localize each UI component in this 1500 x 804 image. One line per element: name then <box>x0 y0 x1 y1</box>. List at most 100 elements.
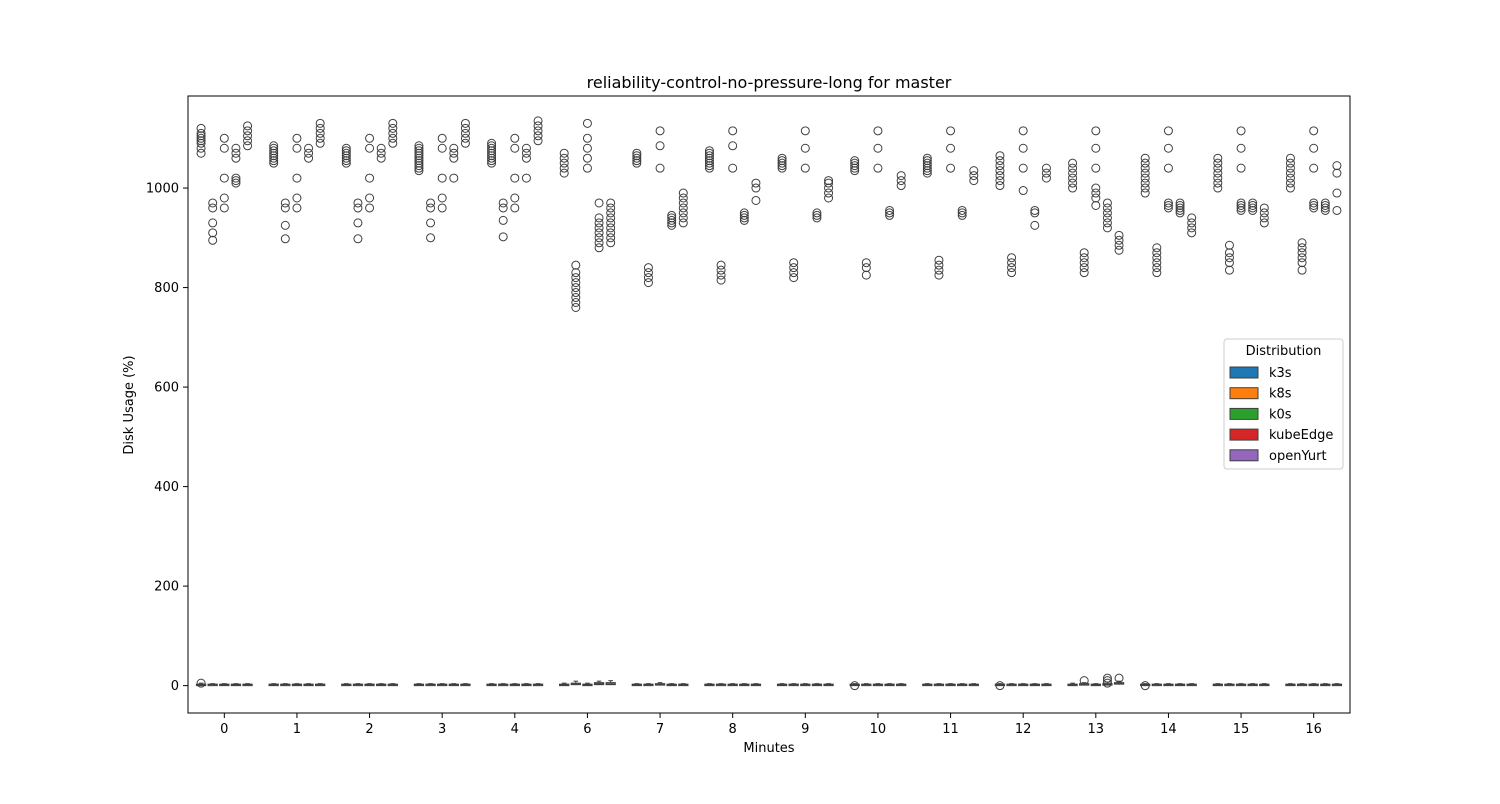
axes-frame <box>187 95 1351 714</box>
outlier-point <box>946 163 956 173</box>
y-axis: 0 200 400 600 800 1000 <box>146 182 188 694</box>
outlier-point <box>1332 161 1342 171</box>
outlier-point <box>1091 188 1101 198</box>
outlier-point <box>1236 126 1246 136</box>
outlier-point <box>414 156 424 166</box>
outlier-point <box>1213 168 1223 178</box>
outlier-point <box>861 258 871 268</box>
outlier-point <box>606 203 616 213</box>
outlier-point <box>341 146 351 156</box>
outlier-point <box>1236 198 1246 208</box>
outlier-point <box>1152 253 1162 263</box>
outlier-point <box>487 156 497 166</box>
outlier-point <box>1224 253 1234 263</box>
outlier-point <box>594 198 604 208</box>
outlier-point <box>269 146 279 156</box>
outlier-point <box>1213 178 1223 188</box>
outlier-point <box>219 193 229 203</box>
outlier-point <box>1236 200 1246 210</box>
outlier-point <box>196 133 206 143</box>
outlier-point <box>850 166 860 176</box>
outlier-point <box>704 148 714 158</box>
outlier-point <box>1309 163 1319 173</box>
outlier-point <box>643 263 653 273</box>
outlier-point <box>922 158 932 168</box>
outlier-point <box>1163 143 1173 153</box>
outlier-point <box>269 151 279 161</box>
outlier-point <box>571 273 581 283</box>
outlier-point <box>510 173 520 183</box>
outlier-point <box>559 163 569 173</box>
outlier-point <box>437 193 447 203</box>
outlier-point <box>498 198 508 208</box>
y-tick-label: 1000 <box>146 182 179 197</box>
outlier-point <box>1309 143 1319 153</box>
outlier-point <box>487 138 497 148</box>
y-tick-label: 600 <box>154 381 179 396</box>
outlier-point <box>1213 163 1223 173</box>
outlier-point <box>957 205 967 215</box>
outlier-point <box>969 176 979 186</box>
outlier-point <box>582 163 592 173</box>
outlier-point <box>1309 200 1319 210</box>
outlier-point <box>1068 163 1078 173</box>
outlier-point <box>1041 168 1051 178</box>
outlier-point <box>632 158 642 168</box>
outlier-point <box>1236 203 1246 213</box>
outlier-point <box>1140 158 1150 168</box>
outlier-point <box>1140 163 1150 173</box>
outlier-point <box>716 270 726 280</box>
outlier-point <box>678 198 688 208</box>
outlier-point <box>716 275 726 285</box>
outlier-point <box>1068 178 1078 188</box>
outlier-point <box>1285 168 1295 178</box>
outlier-point <box>510 203 520 213</box>
outlier-point <box>1285 158 1295 168</box>
outlier-point <box>1332 168 1342 178</box>
outlier-point <box>1102 223 1112 233</box>
outlier-point <box>269 153 279 163</box>
outlier-point <box>196 678 206 688</box>
outlier-point <box>1163 126 1173 136</box>
outlier-point <box>208 203 218 213</box>
outlier-point <box>1140 183 1150 193</box>
outlier-point <box>426 198 436 208</box>
outlier-point <box>365 143 375 153</box>
outlier-point <box>995 161 1005 171</box>
outlier-point <box>1297 238 1307 248</box>
outlier-point <box>678 208 688 218</box>
outlier-point <box>280 203 290 213</box>
outlier-point <box>678 203 688 213</box>
outlier-point <box>1224 265 1234 275</box>
outlier-point <box>704 163 714 173</box>
outlier-point <box>995 171 1005 181</box>
outlier-point <box>850 158 860 168</box>
outlier-point <box>606 218 616 228</box>
outlier-point <box>1140 188 1150 198</box>
outlier-point <box>437 173 447 183</box>
outlier-point <box>655 126 665 136</box>
outlier-point <box>704 156 714 166</box>
legend-label-kubeEdge: kubeEdge <box>1269 428 1333 443</box>
outlier-point <box>437 143 447 153</box>
outlier-point <box>789 268 799 278</box>
outlier-point <box>304 143 314 153</box>
outlier-point <box>437 203 447 213</box>
outlier-point <box>728 163 738 173</box>
outlier-point <box>704 158 714 168</box>
outlier-point <box>1030 220 1040 230</box>
outlier-point <box>1320 198 1330 208</box>
x-tick-label: 3 <box>438 722 446 737</box>
outlier-point <box>1163 163 1173 173</box>
x-tick-label: 1 <box>293 722 301 737</box>
outlier-point <box>292 203 302 213</box>
outlier-point <box>1285 163 1295 173</box>
outlier-point <box>414 146 424 156</box>
outlier-point <box>800 143 810 153</box>
outlier-point <box>1309 198 1319 208</box>
outlier-point <box>655 141 665 151</box>
outlier-point <box>231 178 241 188</box>
outlier-point <box>1175 205 1185 215</box>
outlier-point <box>1079 258 1089 268</box>
outlier-point <box>460 128 470 138</box>
